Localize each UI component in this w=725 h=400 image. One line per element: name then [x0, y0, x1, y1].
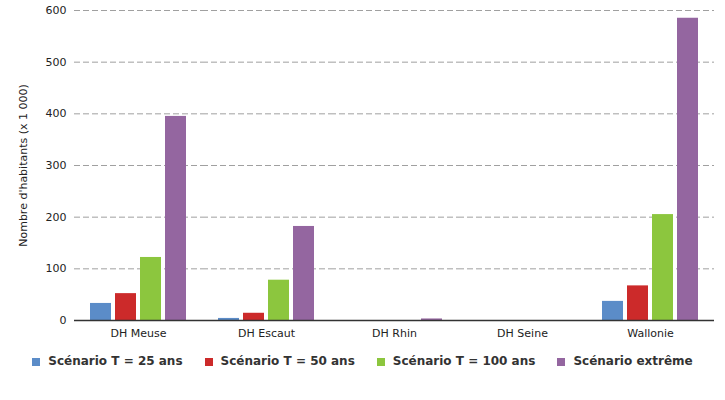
svg-text:DH Rhin: DH Rhin [372, 327, 417, 340]
svg-text:200: 200 [46, 211, 67, 224]
svg-text:0: 0 [60, 314, 67, 327]
html-text:Scénario extrême: Scénario extrême [573, 354, 693, 368]
html-text:Scénario T = 25 ans: Scénario T = 25 ans [48, 354, 183, 368]
svg-text:Wallonie: Wallonie [627, 327, 674, 340]
svg-text:Nombre d'habitants (x 1 000): Nombre d'habitants (x 1 000) [17, 84, 30, 247]
svg-text:600: 600 [46, 4, 67, 17]
svg-text:DH Seine: DH Seine [497, 327, 548, 340]
svg-text:100: 100 [46, 262, 67, 275]
svg-text:300: 300 [46, 159, 67, 172]
html-text:Scénario T = 100 ans: Scénario T = 100 ans [392, 354, 536, 368]
svg-text:400: 400 [46, 107, 67, 120]
svg-text:500: 500 [46, 56, 67, 69]
svg-text:DH Escaut: DH Escaut [238, 327, 296, 340]
svg-text:DH Meuse: DH Meuse [111, 327, 167, 340]
html-text:Scénario T = 50 ans: Scénario T = 50 ans [220, 354, 355, 368]
